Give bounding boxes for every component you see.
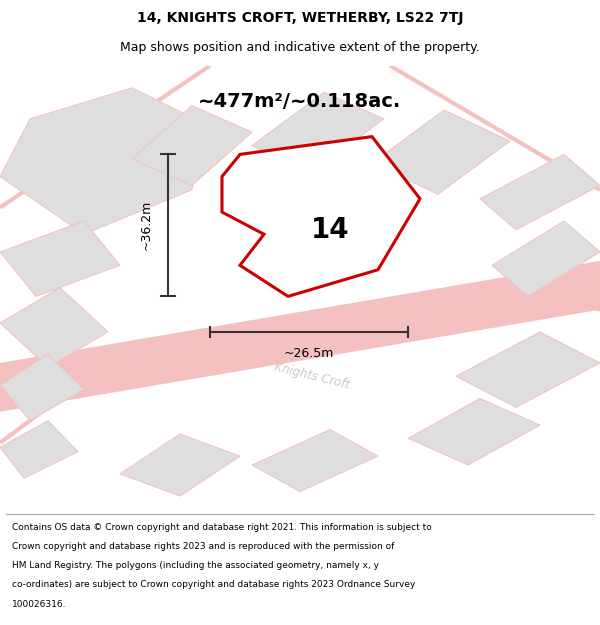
Polygon shape — [0, 221, 120, 296]
Text: HM Land Registry. The polygons (including the associated geometry, namely x, y: HM Land Registry. The polygons (includin… — [12, 561, 379, 571]
Polygon shape — [0, 88, 204, 234]
Text: ~26.5m: ~26.5m — [284, 348, 334, 361]
Polygon shape — [132, 106, 252, 186]
Text: Crown copyright and database rights 2023 and is reproduced with the permission o: Crown copyright and database rights 2023… — [12, 542, 394, 551]
Text: Knights Croft: Knights Croft — [273, 361, 351, 392]
Polygon shape — [456, 332, 600, 408]
Polygon shape — [276, 172, 366, 226]
Polygon shape — [252, 429, 378, 492]
Text: Map shows position and indicative extent of the property.: Map shows position and indicative extent… — [120, 41, 480, 54]
Polygon shape — [0, 354, 84, 421]
Text: Contains OS data © Crown copyright and database right 2021. This information is : Contains OS data © Crown copyright and d… — [12, 523, 432, 532]
Polygon shape — [222, 137, 420, 296]
Text: co-ordinates) are subject to Crown copyright and database rights 2023 Ordnance S: co-ordinates) are subject to Crown copyr… — [12, 581, 415, 589]
Polygon shape — [252, 92, 384, 172]
Polygon shape — [120, 434, 240, 496]
Text: 14, KNIGHTS CROFT, WETHERBY, LS22 7TJ: 14, KNIGHTS CROFT, WETHERBY, LS22 7TJ — [137, 11, 463, 26]
Polygon shape — [0, 421, 78, 478]
Polygon shape — [372, 110, 510, 194]
Polygon shape — [492, 221, 600, 296]
Polygon shape — [408, 399, 540, 465]
Text: 100026316.: 100026316. — [12, 599, 67, 609]
Polygon shape — [480, 154, 600, 230]
Text: ~36.2m: ~36.2m — [140, 200, 153, 251]
Polygon shape — [0, 288, 108, 368]
Polygon shape — [0, 261, 600, 412]
Text: 14: 14 — [311, 216, 349, 244]
Text: ~477m²/~0.118ac.: ~477m²/~0.118ac. — [199, 92, 401, 111]
